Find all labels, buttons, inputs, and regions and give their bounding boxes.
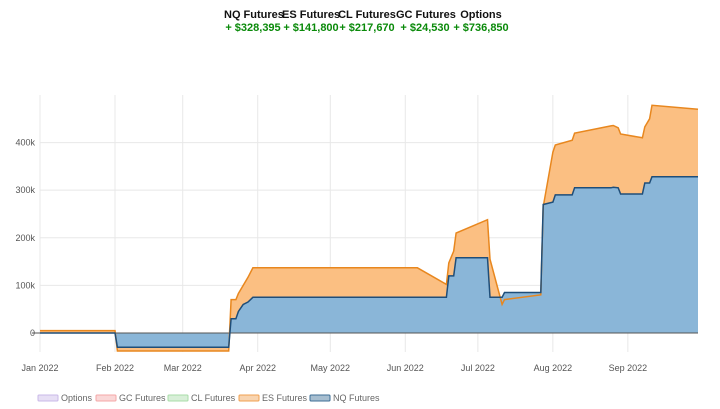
nq-futures-line <box>40 175 698 348</box>
summary-value: + $217,670 <box>339 22 395 34</box>
summary-label: ES Futures <box>282 9 341 21</box>
legend-label: NQ Futures <box>333 393 380 403</box>
legend-item[interactable]: NQ Futures <box>309 393 380 403</box>
legend-item[interactable]: GC Futures <box>95 393 166 403</box>
summary-label: Options <box>460 9 502 21</box>
legend-label: GC Futures <box>119 393 166 403</box>
summary-es: ES Futures + $141,800 <box>282 9 340 35</box>
summary-label: NQ Futures <box>224 9 284 21</box>
nq-futures-area <box>40 176 698 348</box>
x-tick-label: Jul 2022 <box>461 363 495 373</box>
summary-label: GC Futures <box>396 9 456 21</box>
legend-swatch <box>95 394 117 402</box>
summary-value: + $141,800 <box>283 22 339 34</box>
summary-options: Options + $736,850 <box>452 9 510 35</box>
summary-value: + $736,850 <box>453 22 509 34</box>
summary-nq: NQ Futures + $328,395 <box>224 9 284 35</box>
legend-swatch <box>167 394 189 402</box>
pnl-summary: NQ Futures + $328,395 ES Futures + $141,… <box>0 9 720 35</box>
summary-label: CL Futures <box>338 9 396 21</box>
y-tick-label: 200k <box>15 233 35 243</box>
x-tick-label: Sep 2022 <box>609 363 648 373</box>
x-tick-label: May 2022 <box>311 363 351 373</box>
legend[interactable]: Options GC Futures CL Futures ES Futures NQ … <box>37 393 380 403</box>
x-tick-label: Jan 2022 <box>21 363 58 373</box>
axes: 0 100k 200k 300k 400k Jan 2022 Feb 2022 Mar 202… <box>15 138 647 373</box>
x-tick-label: Feb 2022 <box>96 363 134 373</box>
y-tick-label: 0 <box>30 328 35 338</box>
y-tick-label: 400k <box>15 138 35 148</box>
summary-value: + $328,395 <box>225 22 281 34</box>
summary-cl: CL Futures + $217,670 <box>338 9 396 35</box>
legend-item[interactable]: ES Futures <box>238 393 308 403</box>
legend-swatch <box>309 394 331 402</box>
x-tick-label: Mar 2022 <box>164 363 202 373</box>
summary-value: + $24,530 <box>400 22 450 34</box>
x-tick-label: Apr 2022 <box>239 363 276 373</box>
y-tick-label: 300k <box>15 185 35 195</box>
legend-label: CL Futures <box>191 393 236 403</box>
legend-label: ES Futures <box>262 393 308 403</box>
legend-item[interactable]: CL Futures <box>167 393 236 403</box>
x-tick-label: Aug 2022 <box>534 363 573 373</box>
y-tick-label: 100k <box>15 280 35 290</box>
areas <box>32 104 699 352</box>
summary-gc: GC Futures + $24,530 <box>396 9 456 35</box>
legend-label: Options <box>61 393 93 403</box>
legend-swatch <box>37 394 59 402</box>
es-futures-line <box>40 104 699 352</box>
legend-swatch <box>238 394 260 402</box>
legend-item[interactable]: Options <box>37 393 93 403</box>
x-tick-label: Jun 2022 <box>387 363 424 373</box>
